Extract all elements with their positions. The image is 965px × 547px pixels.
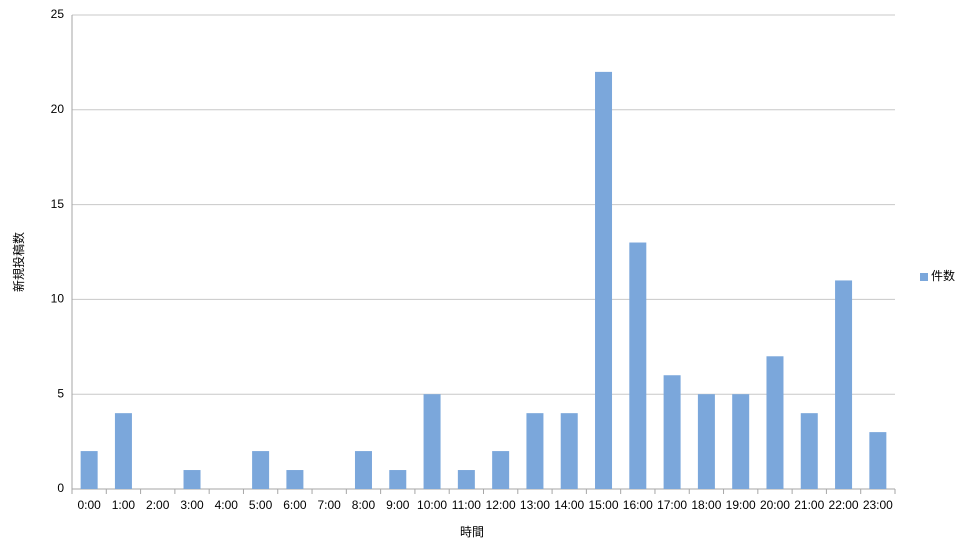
- x-tick-label: 10:00: [417, 498, 447, 512]
- x-tick-label: 15:00: [589, 498, 619, 512]
- bar: [252, 451, 270, 489]
- x-tick-label: 13:00: [520, 498, 550, 512]
- x-tick-label: 0:00: [77, 498, 101, 512]
- x-tick-label: 8:00: [352, 498, 376, 512]
- bar: [492, 451, 510, 489]
- y-tick-label: 25: [51, 7, 65, 21]
- bar: [766, 356, 784, 489]
- bar: [595, 71, 613, 489]
- x-tick-label: 12:00: [486, 498, 516, 512]
- x-tick-label: 21:00: [794, 498, 824, 512]
- bar: [183, 470, 201, 489]
- x-tick-label: 3:00: [180, 498, 204, 512]
- bar: [560, 413, 578, 489]
- x-tick-label: 9:00: [386, 498, 410, 512]
- x-tick-label: 1:00: [112, 498, 136, 512]
- bar: [629, 242, 647, 489]
- y-tick-label: 15: [51, 197, 65, 211]
- x-tick-label: 19:00: [726, 498, 756, 512]
- x-tick-label: 7:00: [318, 498, 342, 512]
- x-axis-title: 時間: [460, 525, 484, 539]
- legend-swatch: [920, 273, 928, 281]
- x-tick-label: 22:00: [829, 498, 859, 512]
- x-tick-label: 11:00: [452, 498, 481, 512]
- y-tick-label: 0: [57, 481, 64, 495]
- bar: [286, 470, 304, 489]
- x-tick-label: 18:00: [691, 498, 721, 512]
- bar: [389, 470, 407, 489]
- x-tick-label: 16:00: [623, 498, 653, 512]
- y-tick-label: 10: [51, 292, 65, 306]
- bar: [800, 413, 818, 489]
- bar: [423, 394, 441, 489]
- y-tick-label: 5: [57, 386, 64, 400]
- bar: [732, 394, 750, 489]
- bar: [80, 451, 98, 489]
- bar: [526, 413, 544, 489]
- x-tick-label: 17:00: [657, 498, 687, 512]
- x-tick-label: 14:00: [554, 498, 584, 512]
- x-tick-label: 23:00: [863, 498, 893, 512]
- bar: [869, 432, 887, 489]
- y-tick-label: 20: [51, 102, 65, 116]
- bar: [114, 413, 132, 489]
- bar: [835, 280, 853, 489]
- x-tick-label: 5:00: [249, 498, 273, 512]
- x-tick-label: 4:00: [215, 498, 239, 512]
- legend-label: 件数: [931, 268, 955, 283]
- x-tick-label: 2:00: [146, 498, 170, 512]
- bar: [663, 375, 681, 489]
- y-axis-title: 新規投稿数: [11, 232, 26, 292]
- x-tick-label: 6:00: [283, 498, 307, 512]
- bar: [354, 451, 372, 489]
- bar: [697, 394, 715, 489]
- x-tick-label: 20:00: [760, 498, 790, 512]
- bar: [457, 470, 475, 489]
